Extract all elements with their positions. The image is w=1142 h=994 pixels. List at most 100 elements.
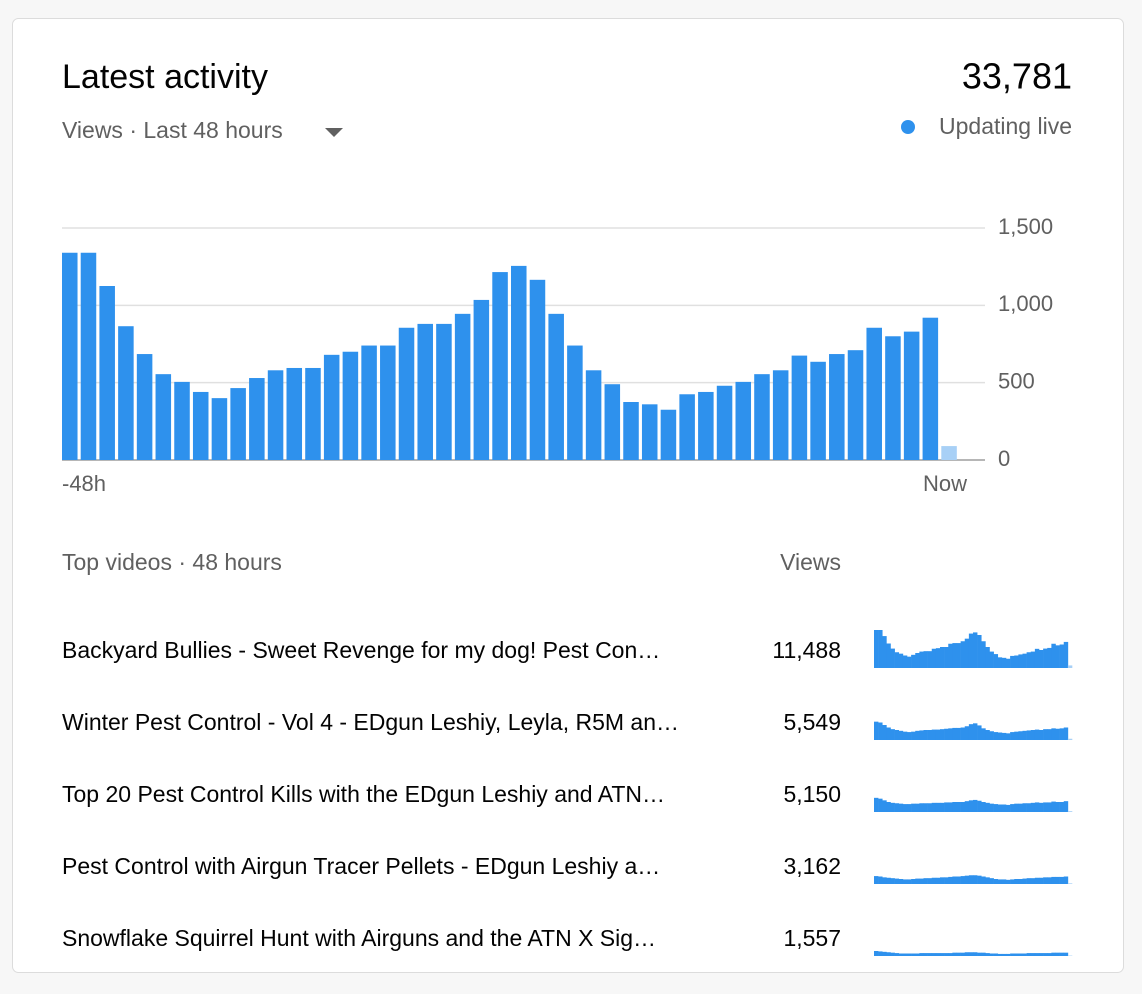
sparkline-bar: [1034, 877, 1040, 884]
sparkline-bar: [1022, 653, 1027, 668]
x-tick-label: -48h: [62, 471, 106, 496]
sparkline-bar: [890, 952, 895, 956]
dropdown-arrow[interactable]: [325, 128, 343, 137]
bar: [136, 354, 153, 460]
sparkline-bar: [1010, 879, 1015, 884]
bar: [230, 388, 246, 460]
sparkline-bar: [874, 951, 879, 956]
video-title: Pest Control with Airgun Tracer Pellets …: [62, 853, 660, 879]
sparkline-bar: [1001, 657, 1007, 668]
sparkline-bar: [923, 878, 928, 884]
sparkline-bar: [1051, 801, 1056, 812]
bar: [249, 378, 265, 460]
sparkline-bar: [915, 803, 920, 812]
sparkline-bar: [1047, 802, 1052, 812]
sparkline-bar: [935, 877, 941, 884]
sparkline-bar: [886, 727, 891, 740]
y-tick-label: 1,000: [998, 291, 1053, 316]
bar: [342, 351, 359, 460]
total-views: 33,781: [962, 56, 1072, 97]
sparkline-bar: [1014, 879, 1019, 884]
sparkline-bar: [894, 730, 900, 740]
sparkline-bar: [935, 729, 941, 740]
sparkline-bar: [1043, 729, 1048, 740]
sparkline-bar: [977, 875, 982, 884]
sparkline-bar: [968, 724, 974, 740]
sparkline-bar: [944, 877, 949, 884]
bar: [473, 299, 490, 460]
sparkline-bar: [944, 647, 949, 668]
sparkline-bar: [997, 732, 1003, 740]
sparkline-bar: [1063, 876, 1069, 884]
sparkline-bar: [952, 727, 957, 740]
sparkline-bar: [1063, 641, 1069, 668]
sparkline-bar: [894, 803, 900, 812]
sparkline-bar: [1022, 878, 1027, 884]
sparkline-bar: [1018, 731, 1023, 740]
sparkline-bar: [956, 952, 961, 956]
sparkline-bar: [997, 953, 1003, 956]
sparkline-bar: [1026, 953, 1032, 956]
sparkline-bar: [944, 802, 949, 812]
bar: [267, 370, 284, 460]
sparkline-bar: [985, 730, 990, 740]
sparkline-bar: [1018, 803, 1023, 812]
sparkline-bar: [1010, 655, 1015, 668]
sparkline-bar: [923, 953, 928, 956]
sparkline-bar: [1047, 647, 1052, 668]
sparkline-bar: [973, 799, 978, 812]
sparkline-bar: [931, 953, 937, 956]
sparkline-bar: [927, 730, 933, 740]
sparkline-bar: [993, 953, 999, 956]
sparkline-bar: [1039, 877, 1044, 884]
video-views: 11,488: [772, 637, 841, 663]
sparkline-bar: [931, 729, 937, 740]
sparkline-bar: [1047, 729, 1052, 740]
sparkline-bar: [948, 728, 953, 740]
sparkline-bar: [1034, 802, 1040, 812]
sparkline-bar: [981, 802, 986, 812]
bar: [529, 279, 546, 460]
sparkline-bar: [923, 730, 928, 740]
sparkline-bar: [919, 878, 924, 884]
sparkline-bar: [1055, 728, 1060, 740]
sparkline-bar: [960, 876, 966, 884]
sparkline-bar: [989, 953, 994, 956]
sparkline-bar: [1034, 953, 1040, 956]
sparkline-bar: [886, 952, 891, 956]
sparkline-bar: [894, 953, 900, 956]
sparkline-bar: [902, 879, 908, 884]
sparkline-bar: [1030, 953, 1036, 956]
sparkline-bar: [878, 876, 883, 884]
bar: [791, 355, 808, 460]
bar: [641, 404, 658, 460]
sparkline-bar: [927, 953, 933, 956]
sparkline-bar: [1043, 953, 1048, 956]
bar: [847, 350, 864, 460]
sparkline-bar: [960, 727, 966, 740]
sparkline-bar: [878, 630, 883, 668]
sparkline-bar: [915, 878, 920, 884]
bar: [623, 402, 639, 460]
sparkline-bar: [890, 878, 895, 884]
metric-selector[interactable]: Views · Last 48 hours: [62, 117, 283, 143]
sparkline-bar: [1055, 876, 1060, 884]
bar: [604, 384, 621, 460]
bar: [323, 354, 340, 460]
sparkline-bar: [1043, 877, 1048, 884]
sparkline-bar: [1014, 655, 1019, 668]
video-title: Snowflake Squirrel Hunt with Airguns and…: [62, 925, 656, 951]
sparkline-bar: [874, 797, 879, 812]
sparkline-bar: [968, 875, 974, 884]
sparkline-bar: [874, 721, 879, 740]
bar: [62, 252, 78, 460]
sparkline-bar: [907, 879, 912, 884]
sparkline-bar: [927, 878, 933, 884]
bar: [885, 336, 901, 460]
sparkline-bar: [874, 630, 879, 668]
sparkline-bar: [1039, 650, 1044, 668]
sparkline-bar: [923, 803, 928, 812]
bar: [192, 391, 209, 460]
sparkline-bar: [948, 953, 953, 956]
